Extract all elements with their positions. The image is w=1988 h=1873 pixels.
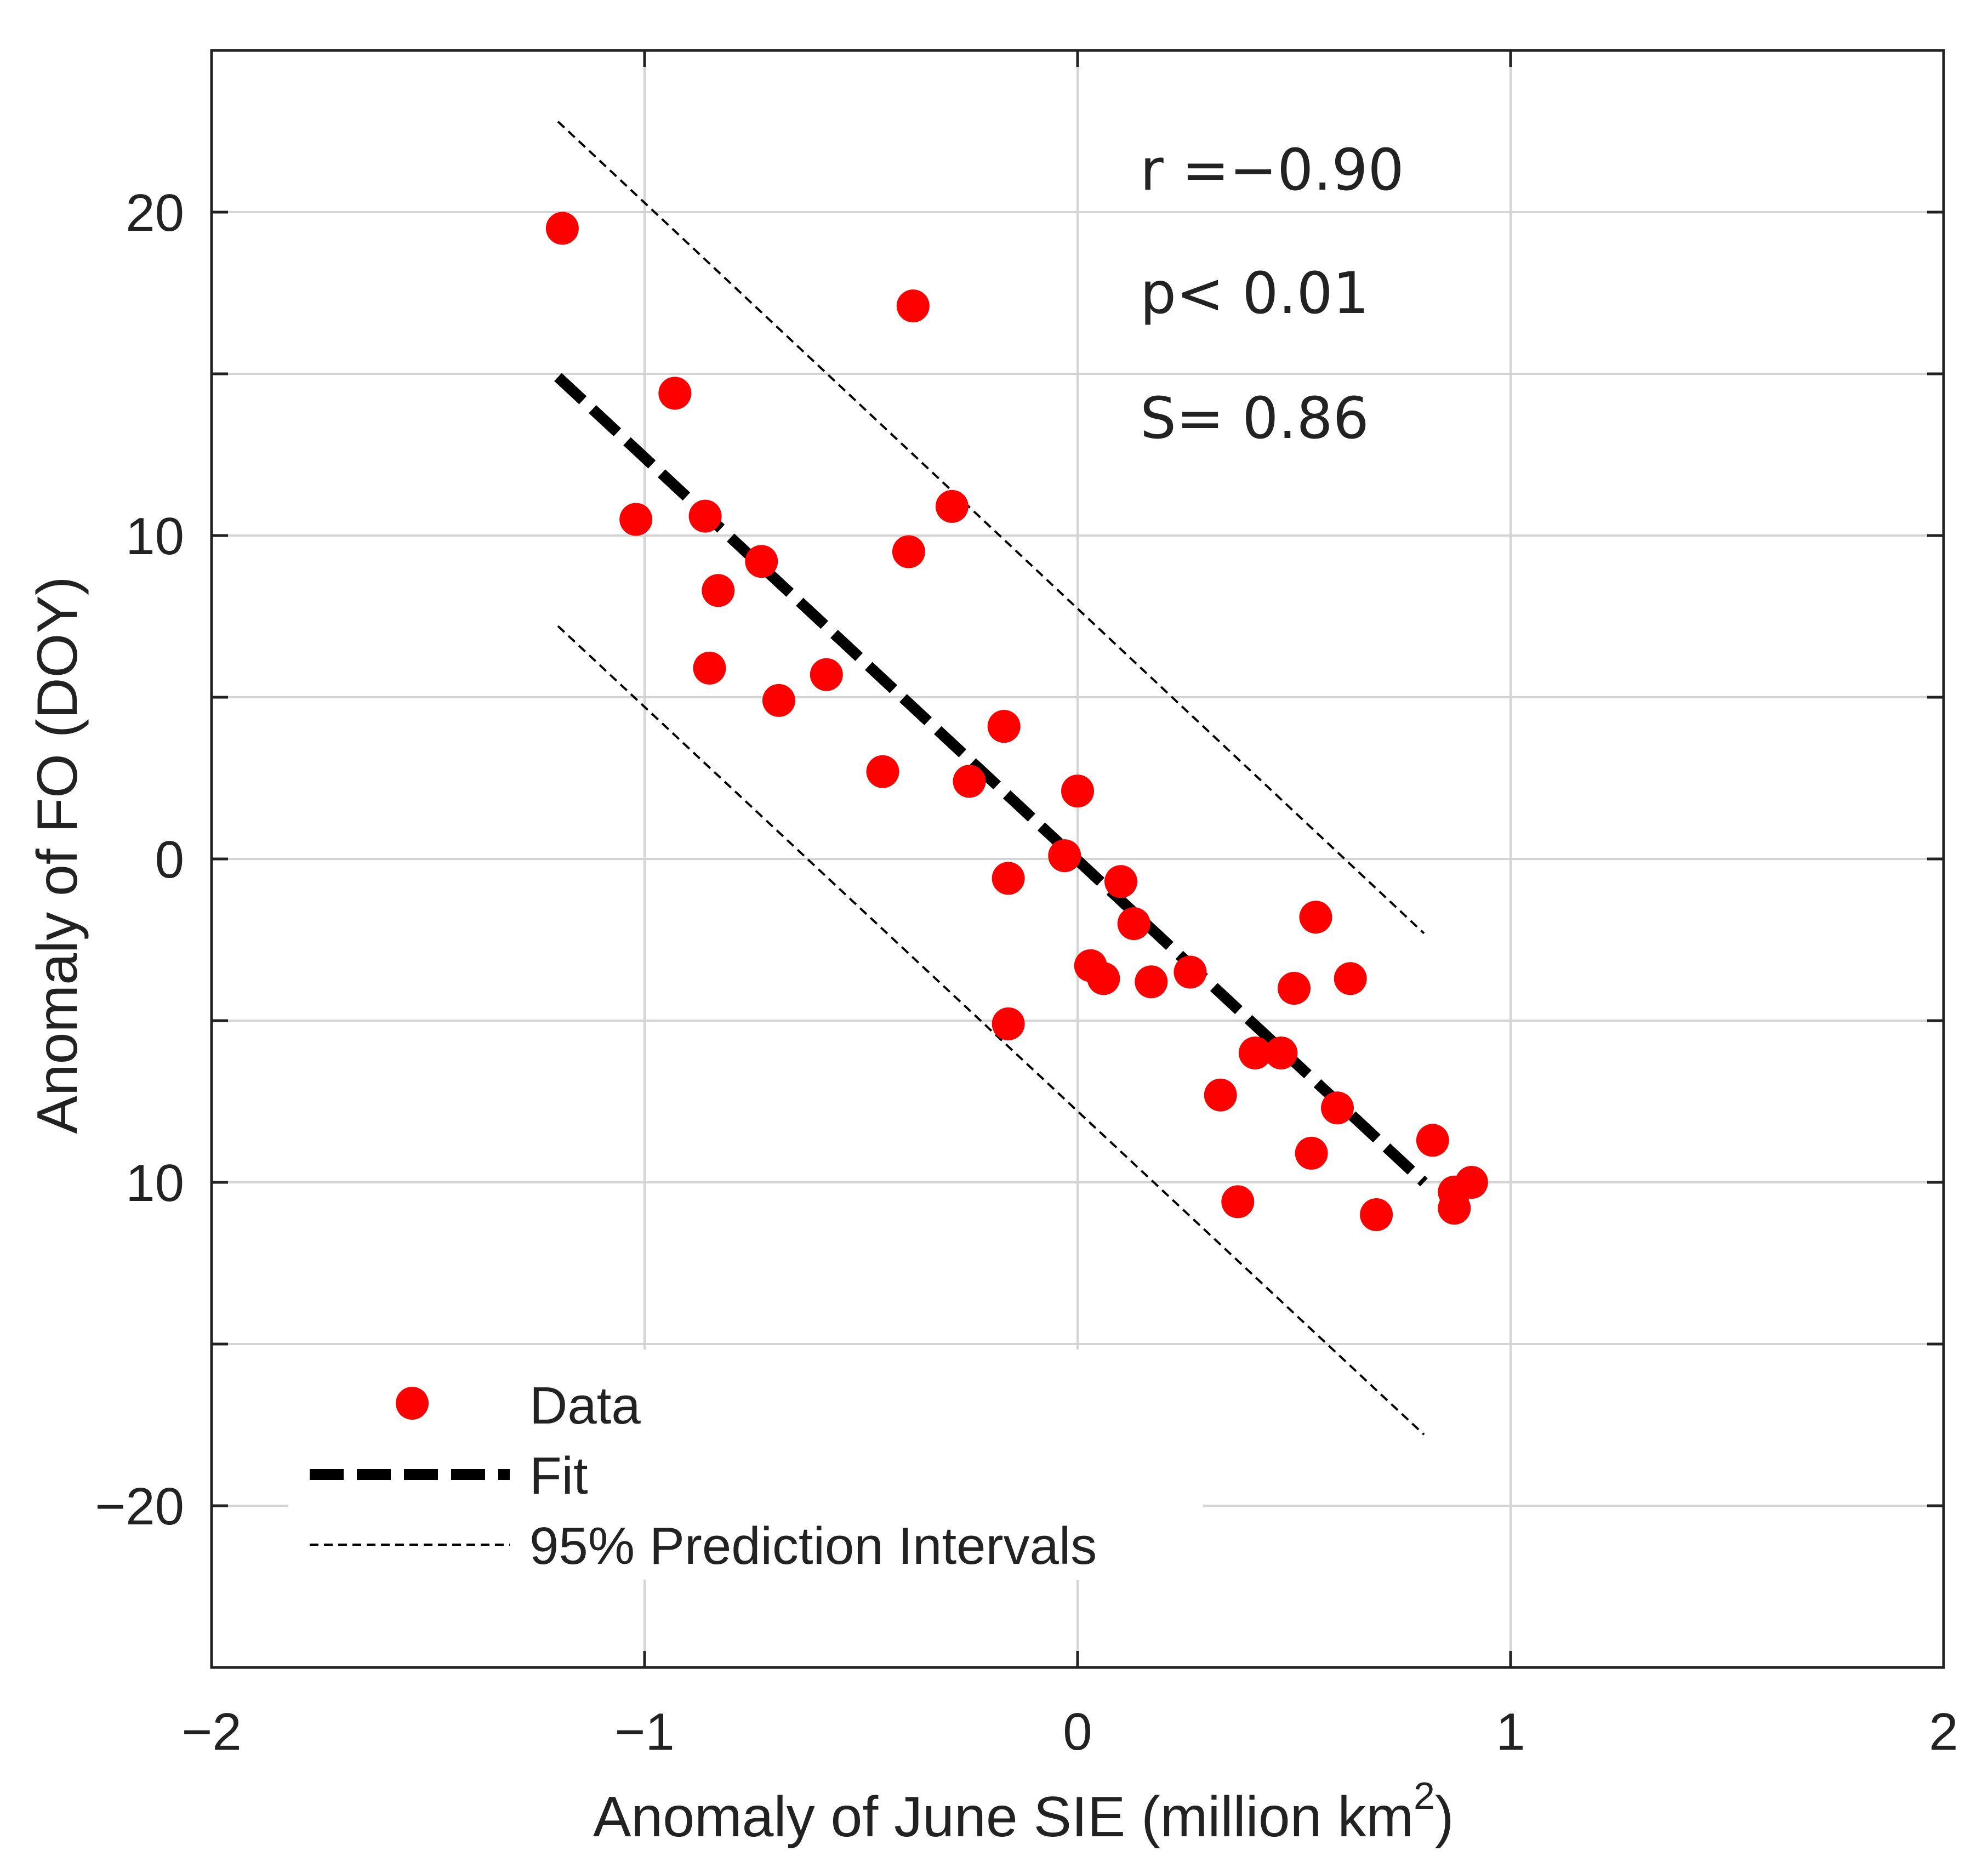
data-point xyxy=(1455,1166,1488,1199)
prediction-interval-lines xyxy=(557,121,1425,1436)
data-point xyxy=(953,765,986,798)
x-tick-label: −2 xyxy=(181,1703,241,1761)
prediction-interval-line xyxy=(557,121,1425,935)
legend-data-marker xyxy=(396,1387,429,1420)
data-point xyxy=(1221,1185,1255,1219)
data-point xyxy=(1321,1091,1354,1125)
y-tick-labels: −20 10 0 10 20 xyxy=(95,184,184,1536)
y-tick-label: 0 xyxy=(155,830,184,889)
legend: Data Fit 95% Prediction Intervals xyxy=(288,1350,1203,1580)
data-point xyxy=(1295,1136,1328,1170)
stat-r: r =−0.90 xyxy=(1140,136,1404,203)
data-point xyxy=(992,1007,1025,1040)
data-point xyxy=(1135,965,1168,999)
data-point xyxy=(1278,972,1311,1005)
stat-p: p< 0.01 xyxy=(1140,260,1369,327)
legend-label-fit: Fit xyxy=(529,1447,588,1505)
data-point xyxy=(892,535,925,568)
grid xyxy=(212,50,1944,1667)
legend-box xyxy=(288,1350,1203,1580)
x-tick-label: 2 xyxy=(1929,1703,1958,1761)
data-point xyxy=(1438,1192,1471,1225)
data-point xyxy=(992,862,1025,895)
data-point xyxy=(658,377,692,410)
data-point xyxy=(1264,1037,1298,1069)
y-tick-label: −20 xyxy=(95,1477,184,1536)
data-point xyxy=(1061,775,1094,808)
data-point xyxy=(1087,962,1120,995)
axis-ticks xyxy=(210,50,1945,1667)
data-point xyxy=(1416,1124,1449,1157)
data-point xyxy=(810,658,843,691)
stat-s: S= 0.86 xyxy=(1140,385,1369,452)
data-point xyxy=(866,755,899,788)
data-point xyxy=(1238,1037,1272,1069)
data-point xyxy=(762,684,795,717)
data-point xyxy=(935,489,969,523)
data-point xyxy=(1334,962,1367,995)
data-point xyxy=(688,499,722,533)
data-point xyxy=(1204,1078,1237,1112)
x-axis-title-superscript: 2 xyxy=(1414,1774,1435,1817)
data-points xyxy=(545,212,1488,1231)
data-point xyxy=(896,289,930,323)
data-point xyxy=(1174,955,1207,989)
x-tick-labels: −2 −1 0 1 2 xyxy=(181,1703,1958,1761)
data-point xyxy=(693,651,726,685)
y-tick-label: 10 xyxy=(126,507,184,566)
x-axis-title: Anomaly of June SIE (million km2) xyxy=(593,1774,1454,1849)
x-tick-label: 1 xyxy=(1496,1703,1525,1761)
x-tick-label: 0 xyxy=(1063,1703,1092,1761)
legend-label-intervals: 95% Prediction Intervals xyxy=(529,1517,1097,1575)
data-point xyxy=(545,212,579,245)
data-point xyxy=(619,503,653,536)
data-point xyxy=(745,545,778,578)
legend-label-data: Data xyxy=(529,1376,641,1435)
prediction-interval-line xyxy=(557,625,1425,1436)
y-tick-label: 10 xyxy=(126,1154,184,1212)
x-axis-title-suffix: ) xyxy=(1435,1785,1454,1849)
x-tick-label: −1 xyxy=(614,1703,674,1761)
data-point xyxy=(987,710,1021,743)
data-point xyxy=(1299,901,1332,934)
data-point xyxy=(1360,1198,1393,1231)
data-point xyxy=(1104,865,1137,898)
data-point xyxy=(702,574,735,607)
y-axis-title: Anomaly of FO (DOY) xyxy=(26,576,89,1134)
y-tick-label: 20 xyxy=(126,184,184,242)
data-point xyxy=(1117,907,1150,940)
data-point xyxy=(1048,839,1081,873)
